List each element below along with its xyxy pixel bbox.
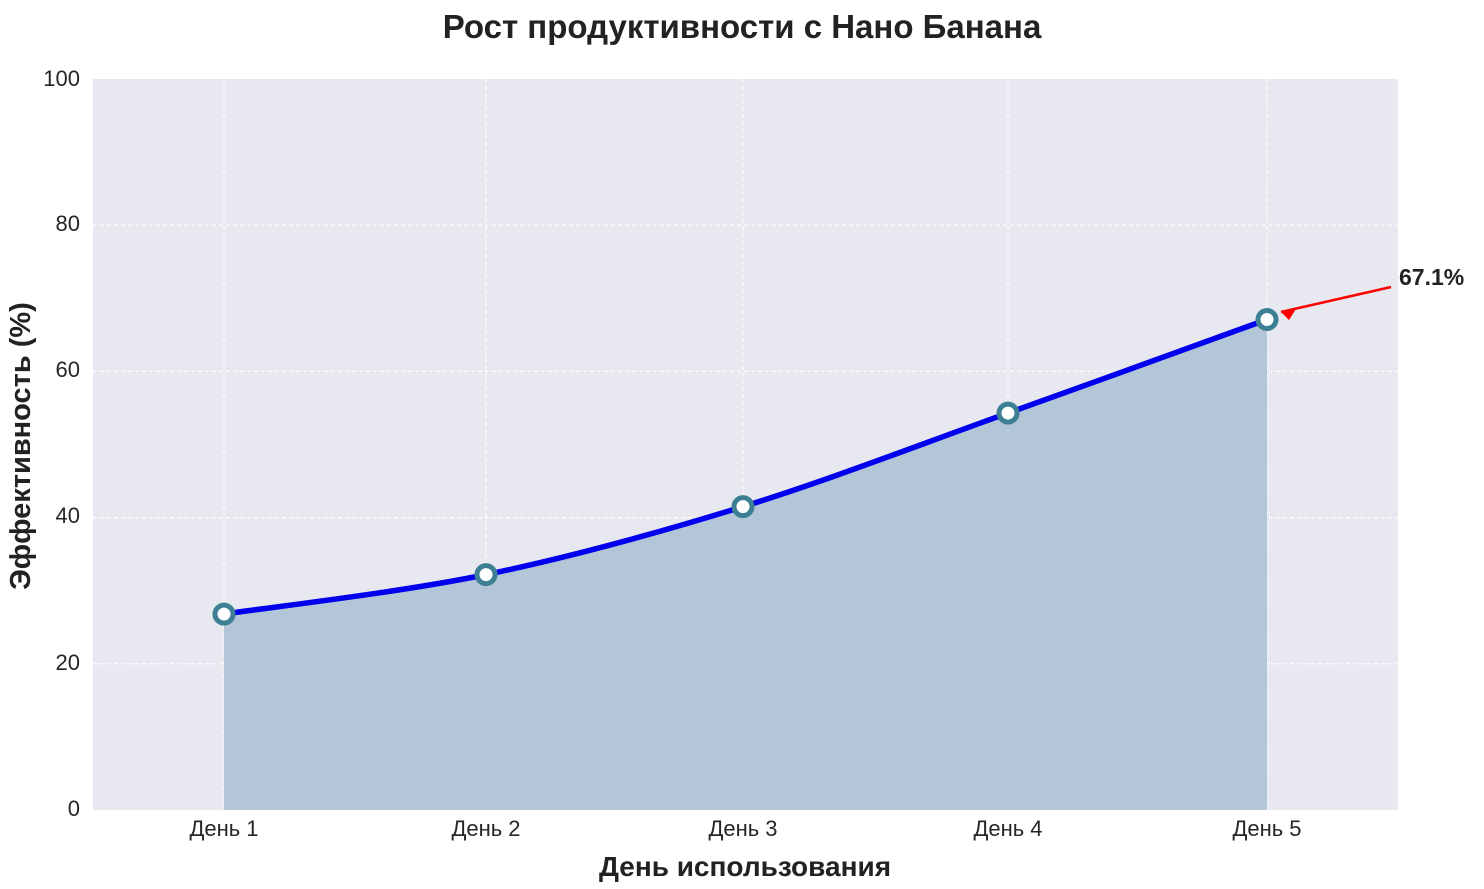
svg-text:100: 100 bbox=[43, 66, 80, 91]
svg-text:День 5: День 5 bbox=[1232, 816, 1301, 841]
svg-text:80: 80 bbox=[56, 211, 80, 236]
svg-text:День 2: День 2 bbox=[451, 816, 520, 841]
svg-text:День 1: День 1 bbox=[189, 816, 258, 841]
svg-text:60: 60 bbox=[56, 357, 80, 382]
svg-text:День использования: День использования bbox=[599, 851, 891, 882]
svg-text:День 4: День 4 bbox=[973, 816, 1042, 841]
svg-text:Эффективность (%): Эффективность (%) bbox=[5, 302, 37, 590]
svg-text:0: 0 bbox=[68, 796, 80, 821]
svg-text:День 3: День 3 bbox=[708, 816, 777, 841]
svg-text:20: 20 bbox=[56, 650, 80, 675]
svg-text:40: 40 bbox=[56, 503, 80, 528]
svg-text:67.1%: 67.1% bbox=[1399, 264, 1464, 290]
